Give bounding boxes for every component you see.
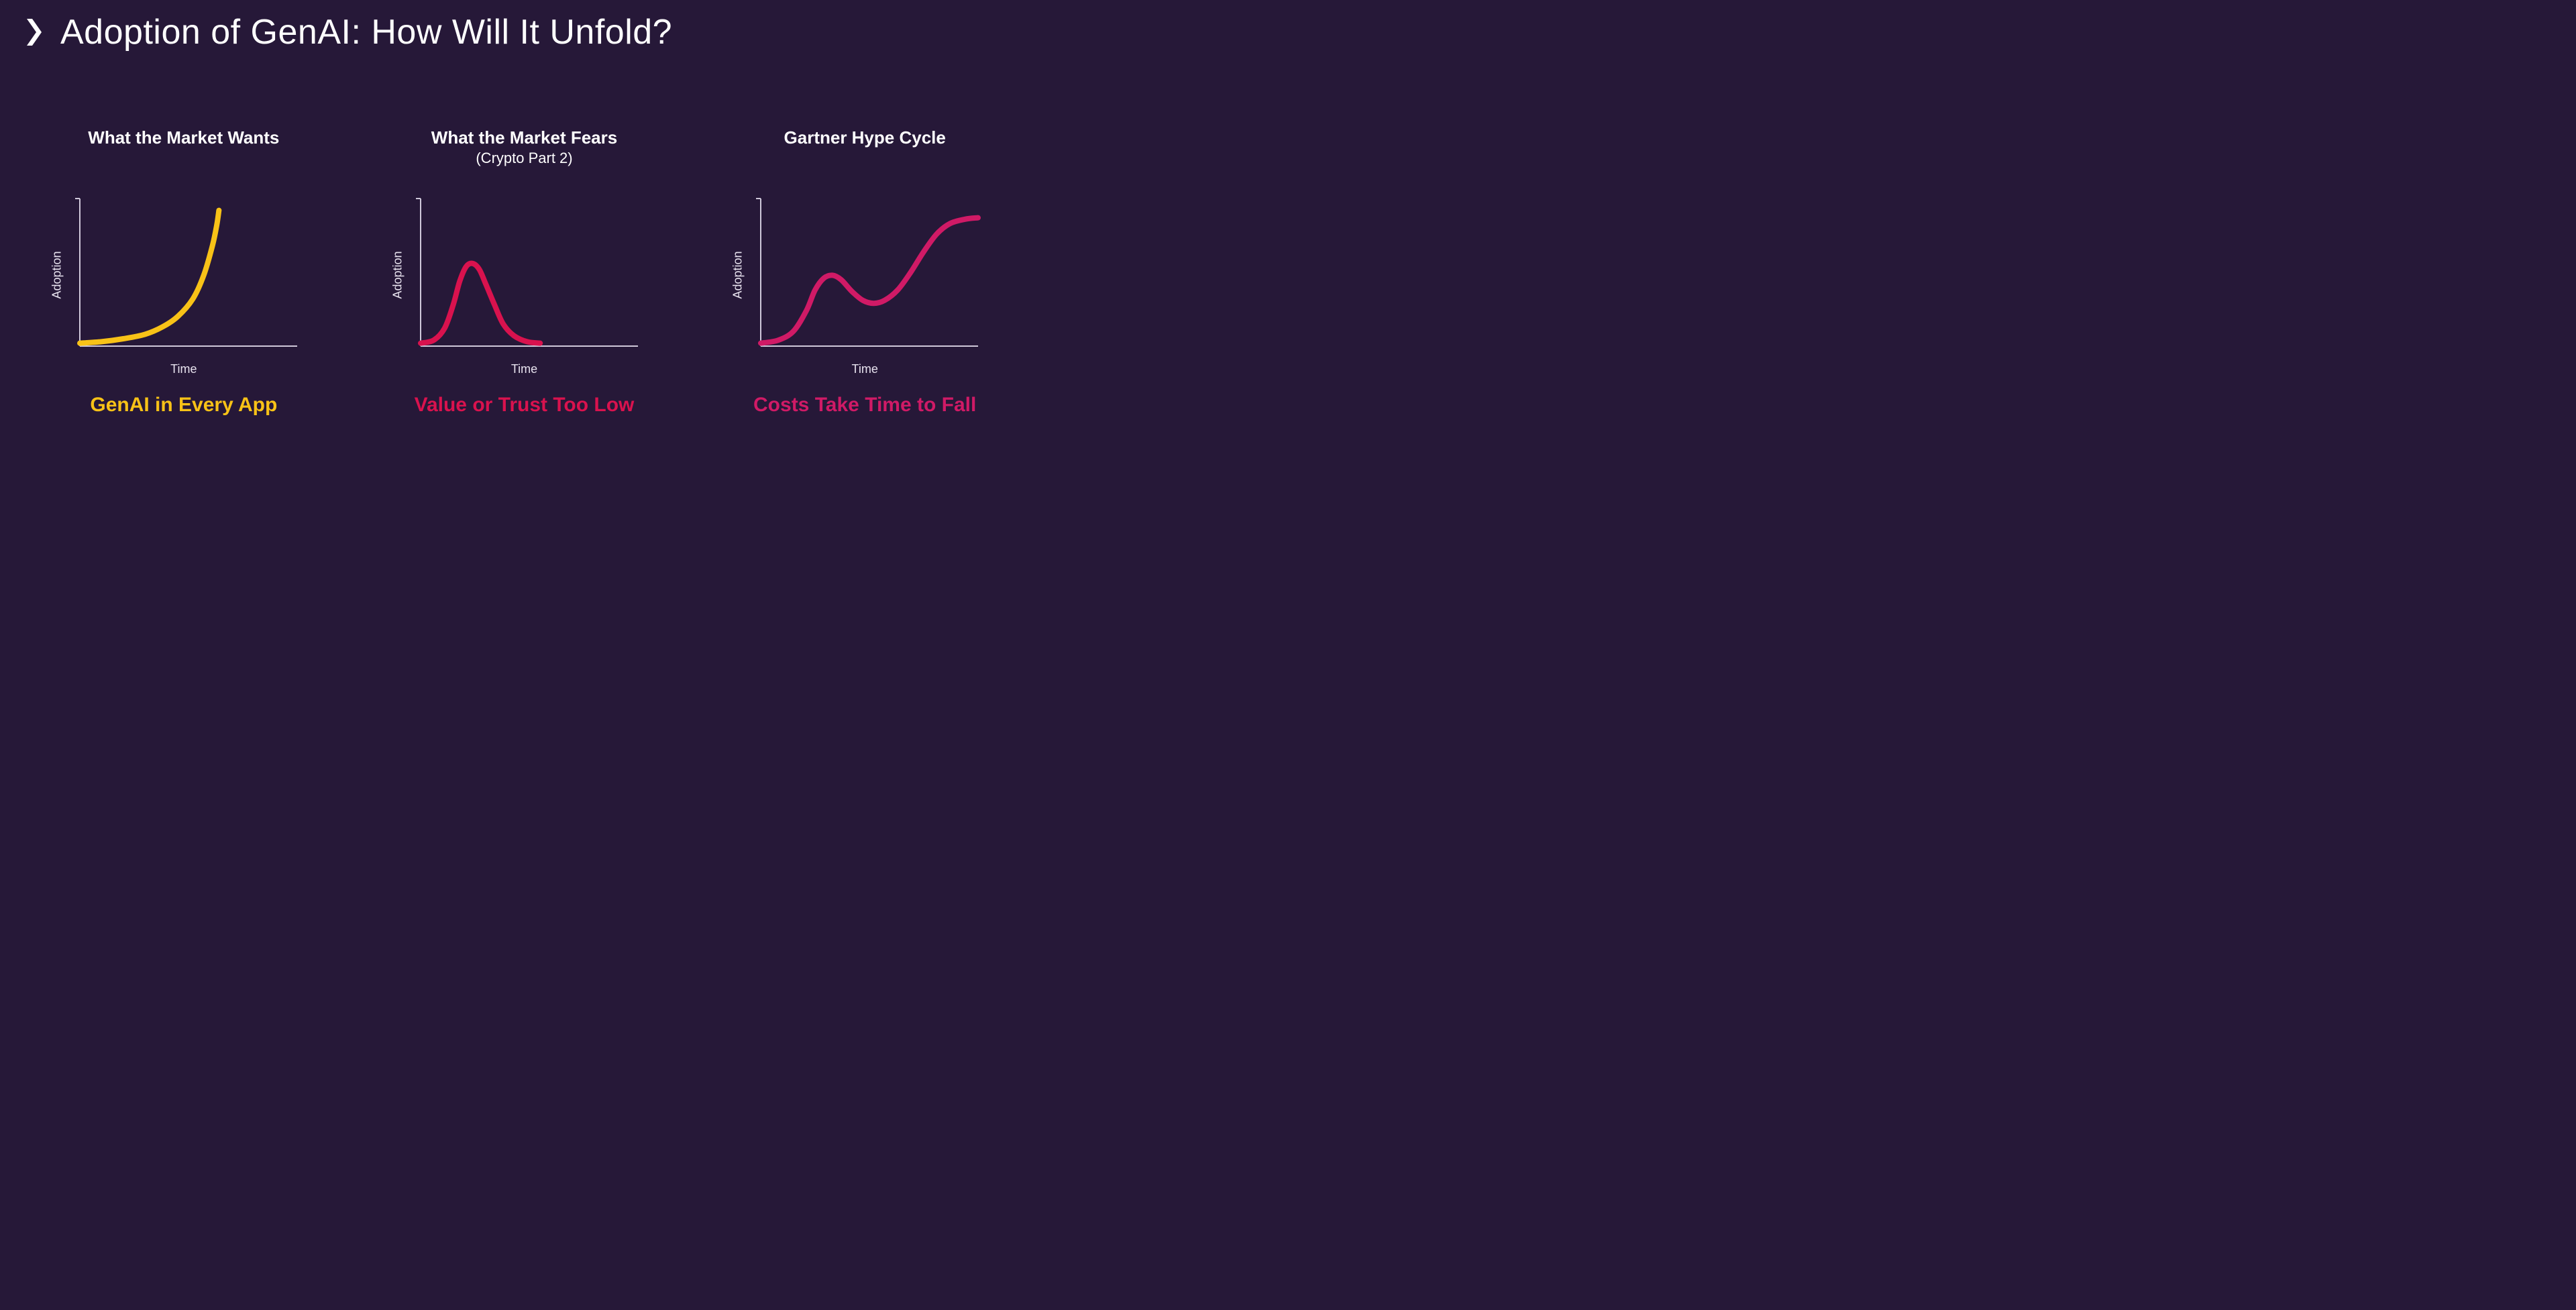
- chart-svg: [66, 195, 301, 356]
- panel-title: What the Market Fears: [431, 127, 617, 148]
- slide-title: Adoption of GenAI: How Will It Unfold?: [60, 12, 672, 52]
- y-axis-label: Adoption: [390, 251, 405, 298]
- x-axis-label: Time: [747, 362, 982, 376]
- panel-subtitle: (Crypto Part 2): [431, 150, 617, 167]
- panel-market-fears: What the Market Fears (Crypto Part 2) Adop…: [368, 127, 682, 418]
- panel-hype-cycle: Gartner Hype Cycle Adoption Time Costs Take…: [708, 127, 1022, 418]
- x-axis-label: Time: [407, 362, 642, 376]
- slide: Adoption of GenAI: How Will It Unfold? W…: [0, 0, 1049, 526]
- y-axis-label: Adoption: [50, 251, 64, 298]
- panel-title: Gartner Hype Cycle: [784, 127, 946, 148]
- chart-svg: [407, 195, 642, 356]
- title-row: Adoption of GenAI: How Will It Unfold?: [27, 12, 672, 52]
- y-axis-label: Adoption: [731, 251, 745, 298]
- panel-header: Gartner Hype Cycle: [784, 127, 946, 176]
- panel-caption: Value or Trust Too Low: [415, 392, 635, 418]
- panel-market-wants: What the Market Wants Adoption Time GenAI i…: [27, 127, 341, 418]
- chevron-right-icon: [27, 19, 42, 46]
- chart: Adoption: [407, 195, 642, 356]
- panel-title: What the Market Wants: [88, 127, 279, 148]
- chart: Adoption: [66, 195, 301, 356]
- panel-caption: Costs Take Time to Fall: [753, 392, 976, 418]
- chart: Adoption: [747, 195, 982, 356]
- panels-container: What the Market Wants Adoption Time GenAI i…: [27, 127, 1022, 418]
- panel-caption: GenAI in Every App: [90, 392, 277, 418]
- x-axis-label: Time: [66, 362, 301, 376]
- panel-header: What the Market Fears (Crypto Part 2): [431, 127, 617, 176]
- chart-svg: [747, 195, 982, 356]
- panel-header: What the Market Wants: [88, 127, 279, 176]
